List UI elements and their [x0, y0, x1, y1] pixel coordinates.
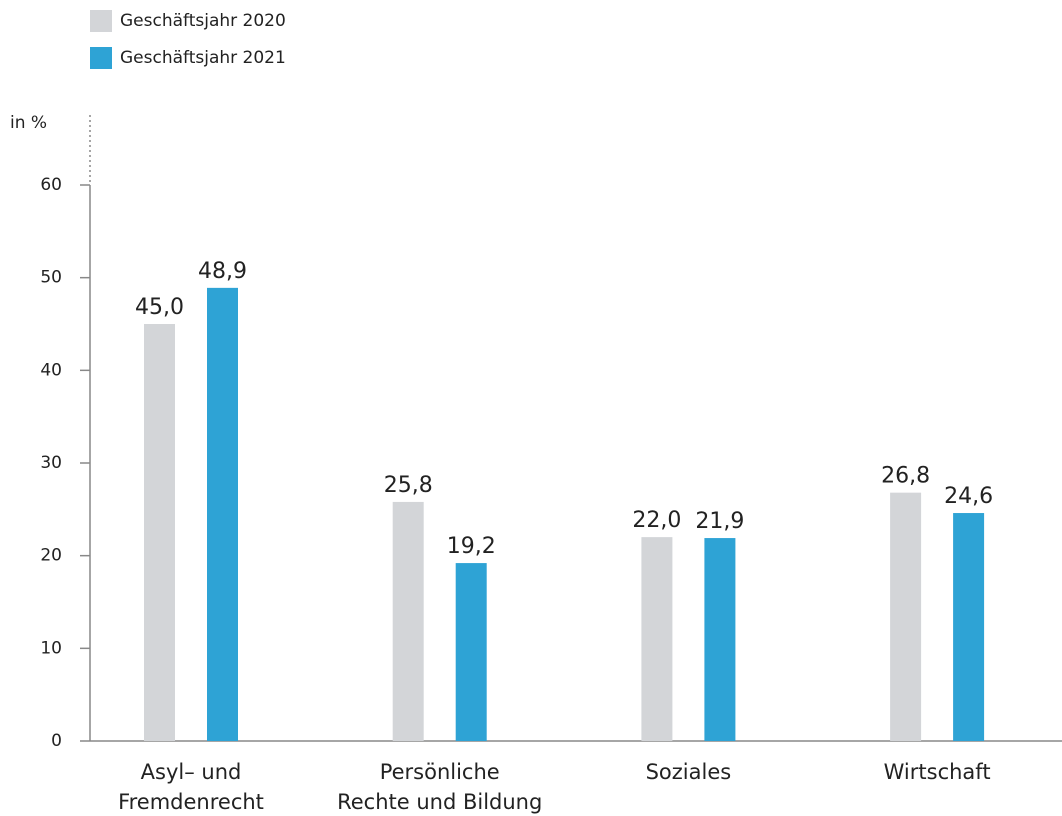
value-label: 21,9: [695, 509, 744, 534]
y-tick-label: 0: [51, 731, 62, 751]
y-tick-label: 50: [40, 268, 62, 288]
y-tick-label: 20: [40, 546, 62, 566]
legend-swatch: [90, 47, 112, 69]
legend-label: Geschäftsjahr 2021: [120, 48, 286, 68]
legend-swatch: [90, 10, 112, 32]
value-label: 48,9: [198, 259, 247, 284]
bar: [890, 492, 922, 741]
value-label: 24,6: [944, 484, 993, 509]
bar: [641, 537, 673, 741]
value-label: 19,2: [447, 534, 496, 559]
value-label: 26,8: [881, 464, 930, 489]
value-label: 45,0: [135, 295, 184, 320]
value-label: 25,8: [384, 473, 433, 498]
bar: [207, 287, 238, 741]
legend-label: Geschäftsjahr 2020: [120, 11, 286, 31]
x-tick-label: Asyl– und Fremdenrecht: [118, 760, 264, 814]
x-tick-label: Soziales: [646, 760, 732, 784]
bar: [953, 513, 985, 741]
x-tick-label: Persönliche Rechte und Bildung: [337, 760, 542, 814]
bar: [455, 563, 487, 741]
y-tick-label: 10: [40, 638, 62, 658]
y-tick-label: 40: [40, 360, 62, 380]
bar: [392, 501, 424, 741]
y-tick-label: 60: [40, 175, 62, 195]
bar: [704, 538, 736, 741]
y-axis-label: in %: [10, 113, 47, 133]
x-tick-label: Wirtschaft: [884, 760, 991, 784]
y-tick-label: 30: [40, 453, 62, 473]
bar: [144, 324, 175, 741]
value-label: 22,0: [632, 508, 681, 533]
